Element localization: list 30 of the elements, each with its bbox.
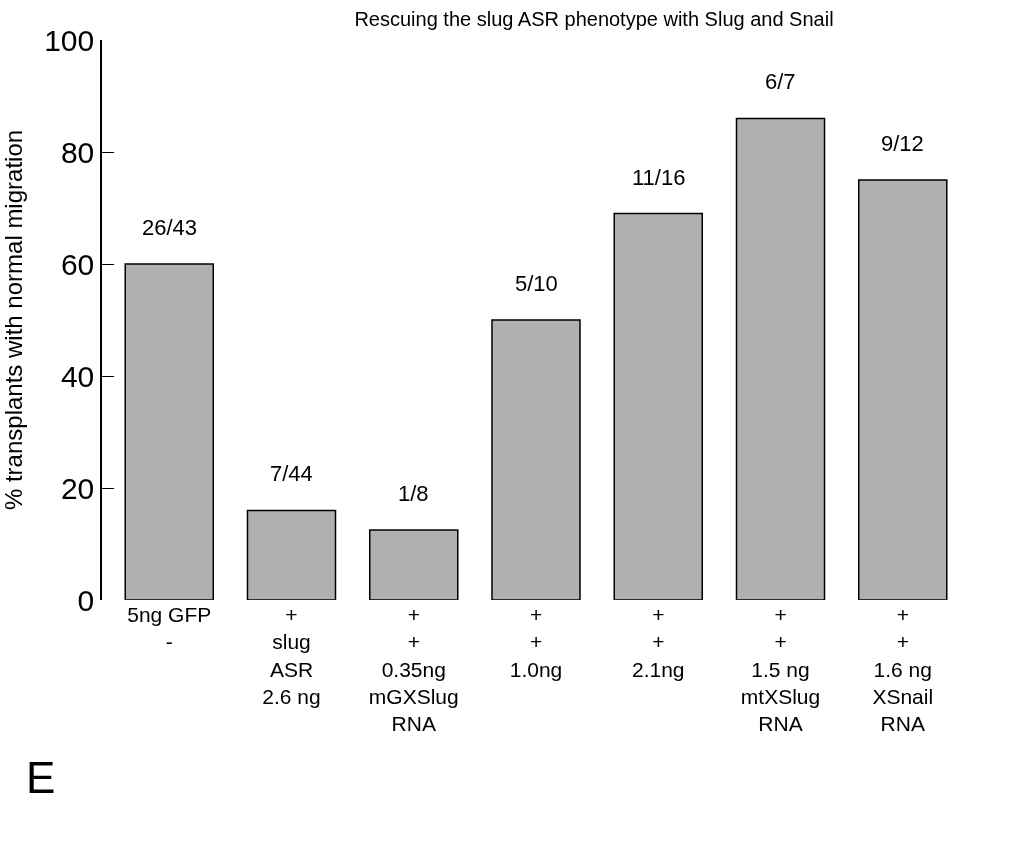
bar — [124, 263, 214, 600]
annotation: 11/16 — [632, 165, 686, 190]
x-tick-label: + + 2.1ng — [631, 603, 685, 681]
x-tick-label: 5ng GFP - — [127, 603, 212, 654]
text: E — [26, 753, 56, 802]
bar — [246, 509, 337, 600]
bar — [613, 212, 704, 600]
y-tick-label: 40 — [60, 359, 95, 393]
x-tick-label: + + 0.35ng mGXSlug RNA — [368, 603, 459, 736]
x-tick-label: + slug ASR 2.6 ng — [262, 603, 321, 708]
x-tick-label: + + 1.6 ng XSnail RNA — [872, 603, 934, 736]
y-tick-label: 20 — [60, 471, 95, 505]
annotation: 9/12 — [881, 131, 924, 156]
bar — [368, 529, 459, 600]
bar — [735, 117, 826, 600]
y-tick-label: 0 — [77, 583, 95, 617]
annotation: 26/43 — [142, 215, 198, 240]
x-tick-label: + + 1.0ng — [509, 603, 563, 681]
chart-title: Rescuing the slug ASR phenotype with Slug and Snail — [354, 8, 834, 31]
bar — [491, 319, 581, 600]
annotation: 5/10 — [515, 271, 558, 296]
y-tick-label: 100 — [44, 23, 95, 57]
annotation: 1/8 — [398, 481, 429, 506]
y-tick-label: 60 — [60, 247, 95, 281]
annotation: 7/44 — [270, 461, 313, 486]
y-axis-title: % transplants with normal migration — [0, 129, 27, 511]
annotation: 6/7 — [765, 69, 796, 94]
y-tick-label: 80 — [60, 135, 95, 169]
bar — [858, 179, 948, 600]
x-tick-label: + + 1.5 ng mtXSlug RNA — [740, 603, 821, 736]
